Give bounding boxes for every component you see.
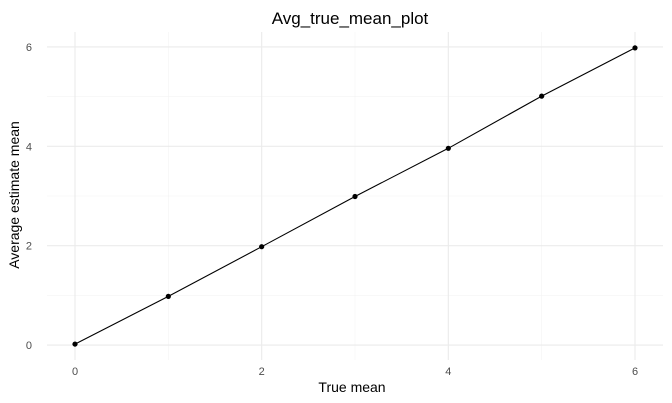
data-point <box>165 293 171 299</box>
data-point <box>632 45 638 51</box>
data-point <box>445 145 451 151</box>
y-axis-title: Average estimate mean <box>6 121 22 269</box>
x-axis-title: True mean <box>318 379 385 395</box>
x-tick-label: 2 <box>259 366 265 378</box>
data-point <box>72 341 78 347</box>
y-tick-label: 0 <box>26 340 32 352</box>
data-point <box>539 93 545 99</box>
data-point <box>259 244 265 250</box>
x-tick-label: 4 <box>445 366 451 378</box>
y-tick-labels: 0 2 4 6 <box>26 42 32 352</box>
data-points <box>72 45 638 347</box>
y-tick-label: 6 <box>26 42 32 54</box>
y-tick-label: 2 <box>26 241 32 253</box>
x-tick-labels: 0 2 4 6 <box>72 366 638 378</box>
x-tick-label: 0 <box>72 366 78 378</box>
data-point <box>352 193 358 200</box>
chart-title: Avg_true_mean_plot <box>272 9 429 28</box>
y-tick-label: 4 <box>26 141 32 153</box>
x-tick-label: 6 <box>632 366 638 378</box>
